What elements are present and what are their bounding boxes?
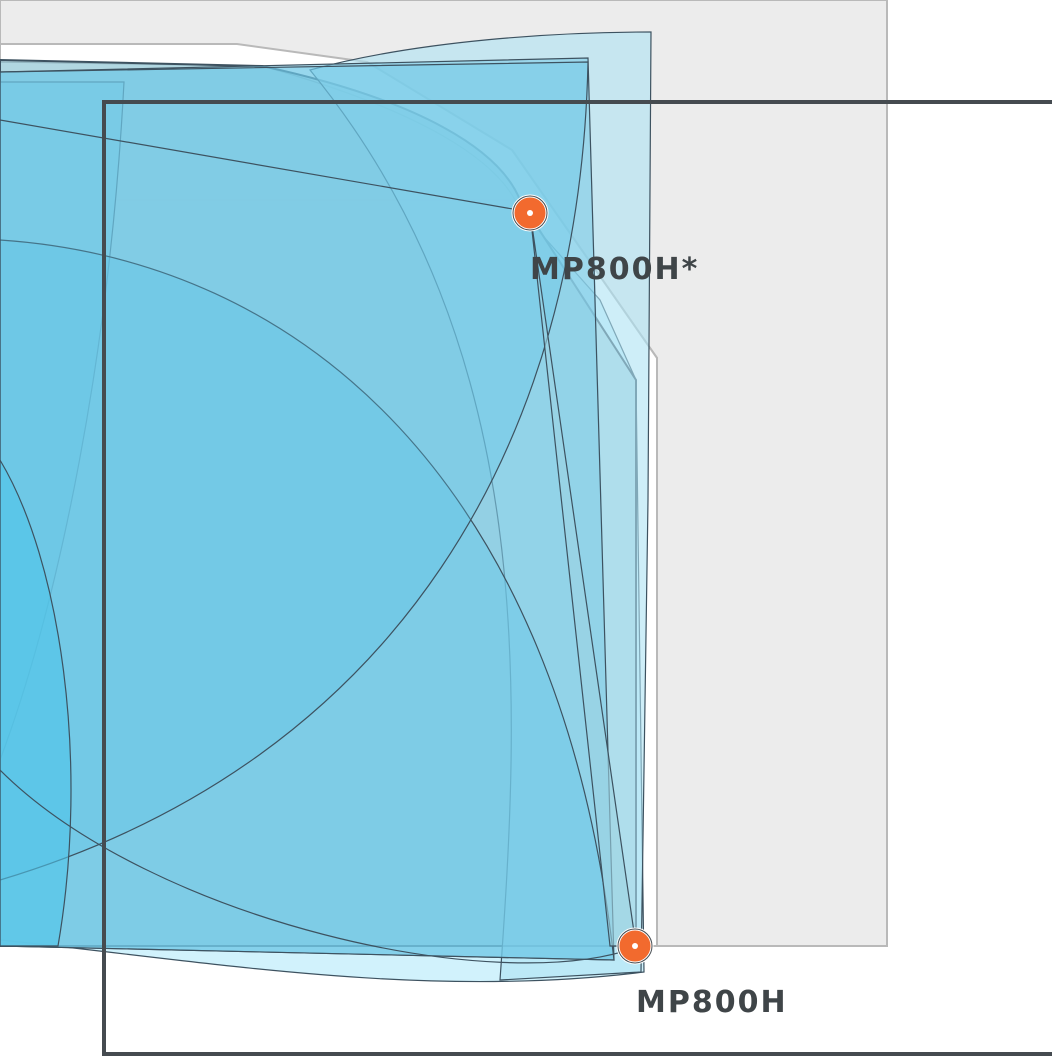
large-arc: [0, 239, 615, 961]
lens-arc: [0, 458, 72, 947]
crossing-arc: [0, 769, 641, 964]
marker-label-mp800h-star: MP800H*: [530, 252, 699, 287]
frame-outline: [102, 100, 1052, 1056]
marker-label-mp800h: MP800H: [636, 985, 788, 1020]
ray-line: [0, 119, 531, 213]
marker-mp800h[interactable]: [616, 927, 654, 965]
marker-mp800h-star[interactable]: [511, 194, 549, 232]
inner-arc: [0, 61, 589, 881]
